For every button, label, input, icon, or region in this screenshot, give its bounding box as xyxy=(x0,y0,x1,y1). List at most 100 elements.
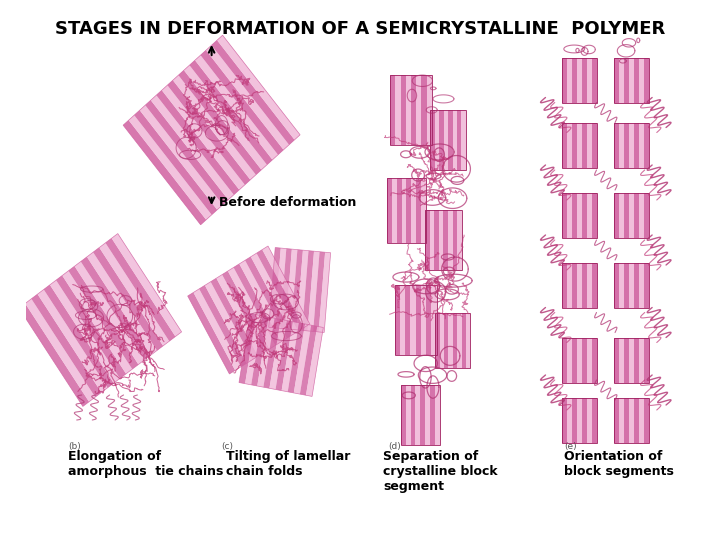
Polygon shape xyxy=(179,70,261,175)
Polygon shape xyxy=(307,251,320,332)
Bar xyxy=(421,285,426,355)
Polygon shape xyxy=(300,325,318,395)
Polygon shape xyxy=(173,75,256,180)
Bar xyxy=(395,285,400,355)
Polygon shape xyxy=(188,293,235,374)
Bar xyxy=(588,192,593,238)
Bar xyxy=(619,57,624,103)
Polygon shape xyxy=(291,249,303,330)
Polygon shape xyxy=(306,326,323,396)
Bar xyxy=(400,75,406,145)
Bar xyxy=(644,57,649,103)
Bar xyxy=(588,262,593,307)
Polygon shape xyxy=(256,249,304,331)
Bar xyxy=(562,397,567,442)
Bar xyxy=(452,110,457,170)
Bar xyxy=(614,397,649,442)
Bar xyxy=(457,210,462,270)
Bar xyxy=(430,385,435,445)
Bar xyxy=(624,57,629,103)
Bar xyxy=(572,57,577,103)
Bar xyxy=(624,192,629,238)
Bar xyxy=(426,285,431,355)
Polygon shape xyxy=(282,322,299,392)
Bar xyxy=(401,385,405,445)
Bar xyxy=(644,262,649,307)
Polygon shape xyxy=(195,55,278,160)
Polygon shape xyxy=(228,267,275,349)
Bar xyxy=(582,262,588,307)
Bar xyxy=(415,285,421,355)
Polygon shape xyxy=(269,319,287,389)
Bar xyxy=(430,210,434,270)
Bar xyxy=(582,338,588,382)
Bar xyxy=(577,57,582,103)
Bar xyxy=(405,385,410,445)
Bar xyxy=(453,210,457,270)
Bar xyxy=(567,397,572,442)
Bar xyxy=(634,338,639,382)
Bar xyxy=(639,338,644,382)
Bar xyxy=(449,313,453,368)
Bar xyxy=(572,192,577,238)
Bar xyxy=(431,110,466,170)
Text: Separation of
crystalline block
segment: Separation of crystalline block segment xyxy=(383,450,498,493)
Bar xyxy=(448,210,453,270)
Polygon shape xyxy=(217,275,264,356)
Bar xyxy=(421,75,427,145)
Bar xyxy=(614,192,619,238)
Bar xyxy=(577,123,582,167)
Bar xyxy=(410,385,415,445)
Bar xyxy=(400,285,405,355)
Polygon shape xyxy=(239,314,256,384)
Bar xyxy=(395,75,400,145)
Polygon shape xyxy=(245,256,292,338)
Bar xyxy=(619,192,624,238)
Bar xyxy=(619,262,624,307)
Bar xyxy=(435,313,439,368)
Polygon shape xyxy=(162,85,245,190)
Bar xyxy=(431,285,436,355)
Polygon shape xyxy=(75,261,145,365)
Bar xyxy=(567,57,572,103)
Bar xyxy=(457,313,462,368)
Polygon shape xyxy=(140,105,222,210)
Bar xyxy=(639,57,644,103)
Bar xyxy=(405,285,410,355)
Bar xyxy=(444,110,448,170)
Bar xyxy=(562,338,567,382)
Bar xyxy=(614,262,649,307)
Polygon shape xyxy=(156,90,239,195)
Polygon shape xyxy=(25,299,95,402)
Bar xyxy=(390,75,432,145)
Polygon shape xyxy=(245,315,263,385)
Polygon shape xyxy=(167,80,251,185)
Bar xyxy=(639,397,644,442)
Polygon shape xyxy=(105,238,176,341)
Bar xyxy=(639,123,644,167)
Bar xyxy=(416,75,421,145)
Bar xyxy=(416,178,421,242)
Polygon shape xyxy=(302,251,314,331)
Bar xyxy=(614,338,619,382)
Bar xyxy=(431,110,435,170)
Polygon shape xyxy=(68,266,138,369)
Bar xyxy=(577,192,582,238)
Bar xyxy=(390,75,395,145)
Bar xyxy=(562,192,598,238)
Bar xyxy=(415,385,420,445)
Text: Elongation of
amorphous  tie chains: Elongation of amorphous tie chains xyxy=(68,450,223,478)
Bar xyxy=(629,262,634,307)
Polygon shape xyxy=(194,289,241,370)
Bar xyxy=(562,262,598,307)
Bar xyxy=(588,57,593,103)
Bar xyxy=(462,110,466,170)
Bar xyxy=(614,57,649,103)
Text: Orientation of
block segments: Orientation of block segments xyxy=(564,450,674,478)
Polygon shape xyxy=(200,50,284,155)
Polygon shape xyxy=(262,246,310,328)
Polygon shape xyxy=(87,252,157,355)
Polygon shape xyxy=(251,316,269,386)
Bar xyxy=(567,262,572,307)
Polygon shape xyxy=(50,280,120,383)
